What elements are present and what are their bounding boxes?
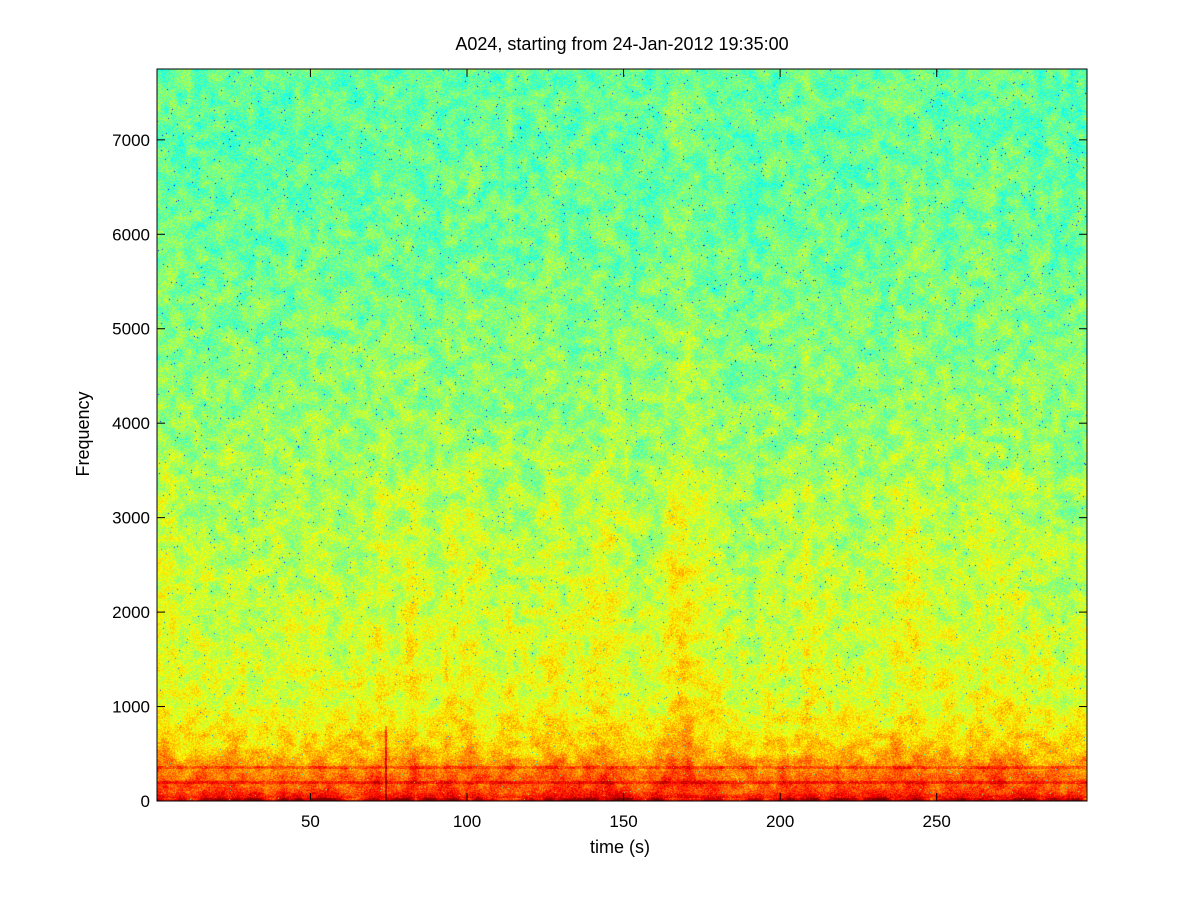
x-axis: 50 100 150 200 250 bbox=[301, 69, 951, 831]
y-tick-label: 6000 bbox=[112, 225, 150, 244]
chart-title: A024, starting from 24-Jan-2012 19:35:00 bbox=[455, 34, 788, 54]
x-tick-label: 150 bbox=[609, 812, 637, 831]
y-tick-label: 2000 bbox=[112, 603, 150, 622]
y-tick-label: 3000 bbox=[112, 509, 150, 528]
y-axis-label: Frequency bbox=[73, 391, 93, 476]
spectrogram-heatmap bbox=[157, 69, 1087, 801]
x-tick-label: 50 bbox=[301, 812, 320, 831]
y-tick-label: 1000 bbox=[112, 698, 150, 717]
y-tick-label: 0 bbox=[141, 792, 150, 811]
x-tick-label: 250 bbox=[923, 812, 951, 831]
y-tick-label: 7000 bbox=[112, 131, 150, 150]
x-tick-label: 200 bbox=[766, 812, 794, 831]
x-axis-label: time (s) bbox=[590, 837, 650, 857]
y-tick-label: 4000 bbox=[112, 414, 150, 433]
y-axis: 0 1000 2000 3000 4000 5000 6000 7000 bbox=[112, 131, 1087, 811]
x-tick-label: 100 bbox=[453, 812, 481, 831]
plot-frame bbox=[156, 68, 1088, 802]
y-tick-label: 5000 bbox=[112, 320, 150, 339]
plot-area bbox=[156, 68, 1088, 802]
